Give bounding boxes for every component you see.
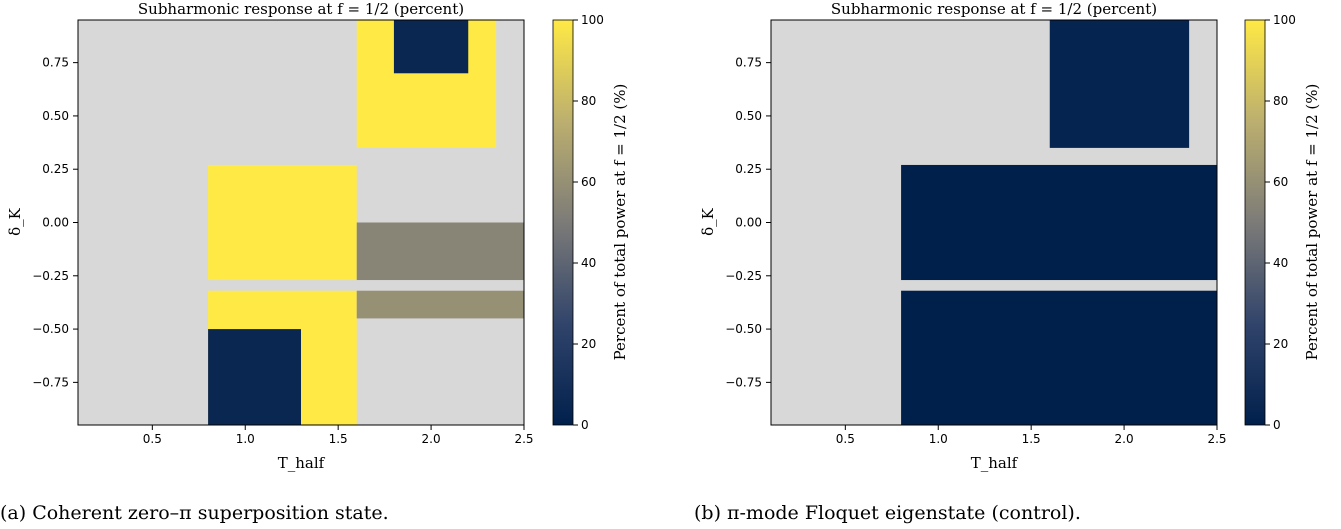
colorbar-tick-label: 20	[581, 337, 596, 351]
y-tick-label: −0.50	[32, 322, 69, 336]
panel-b-heatmap	[771, 20, 1217, 425]
heatmap-region	[356, 222, 524, 281]
colorbar-tick-label: 40	[581, 256, 596, 270]
panel-a-caption: (a) Coherent zero–π superposition state.	[0, 502, 389, 524]
x-tick-label: 1.0	[236, 432, 255, 446]
y-tick-label: 0.00	[735, 216, 762, 230]
panel-a: Subharmonic response at f = 1/2 (percent…	[0, 0, 629, 524]
y-tick-label: 0.75	[735, 56, 762, 70]
panel-a-axes: 0.5 1.0 1.5 2.0 2.5 0.75 0.50 0.25 0.00 −0.25 −0.5…	[32, 56, 533, 446]
panel-a-xlabel: T_half	[278, 454, 326, 472]
panel-a-colorbar	[552, 19, 574, 426]
colorbar-tick-label: 80	[1273, 94, 1288, 108]
panel-b-colorbar	[1244, 19, 1266, 426]
panel-b-colorbar-label: Percent of total power at f = 1/2 (%)	[1303, 84, 1321, 361]
x-tick-label: 0.5	[836, 432, 855, 446]
colorbar-tick-label: 20	[1273, 337, 1288, 351]
heatmap-region	[208, 164, 357, 281]
y-tick-label: 0.25	[735, 162, 762, 176]
colorbar-tick-label: 0	[1273, 418, 1281, 432]
colorbar-tick-label: 100	[581, 13, 604, 27]
x-tick-label: 2.0	[1115, 432, 1134, 446]
x-tick-label: 2.5	[1207, 432, 1226, 446]
y-tick-label: −0.75	[725, 375, 762, 389]
panel-b: Subharmonic response at f = 1/2 (percent…	[694, 0, 1321, 524]
colorbar-tick-label: 80	[581, 94, 596, 108]
x-tick-label: 2.5	[514, 432, 533, 446]
panel-a-title: Subharmonic response at f = 1/2 (percent…	[138, 0, 464, 18]
colorbar-tick-label: 60	[1273, 175, 1288, 189]
colorbar-tick-label: 100	[1273, 13, 1296, 27]
colorbar-tick-label: 40	[1273, 256, 1288, 270]
panel-b-ylabel: δ_K	[699, 207, 717, 236]
heatmap-region	[901, 164, 1217, 281]
panel-a-ylabel: δ_K	[6, 207, 24, 236]
y-tick-label: 0.75	[42, 56, 69, 70]
colorbar-tick-label: 60	[581, 175, 596, 189]
heatmap-region	[393, 20, 469, 74]
panel-b-colorbar-ticks: 0 20 40 60 80 100	[1265, 13, 1296, 432]
heatmap-region	[208, 329, 301, 425]
heatmap-region	[356, 290, 524, 319]
y-tick-label: −0.25	[725, 269, 762, 283]
y-tick-label: −0.25	[32, 269, 69, 283]
x-tick-label: 0.5	[143, 432, 162, 446]
y-tick-label: −0.50	[725, 322, 762, 336]
panel-b-xlabel: T_half	[971, 454, 1019, 472]
panel-a-colorbar-ticks: 0 20 40 60 80 100	[573, 13, 604, 432]
y-tick-label: 0.50	[42, 109, 69, 123]
heatmap-region	[1049, 20, 1190, 148]
heatmap-region	[901, 290, 1217, 425]
y-tick-label: 0.50	[735, 109, 762, 123]
panel-b-title: Subharmonic response at f = 1/2 (percent…	[831, 0, 1157, 18]
colorbar-tick-label: 0	[581, 418, 589, 432]
panel-b-axes: 0.5 1.0 1.5 2.0 2.5 0.75 0.50 0.25 0.00 −0.25 −0.5…	[725, 56, 1226, 446]
y-tick-label: −0.75	[32, 375, 69, 389]
y-tick-label: 0.00	[42, 216, 69, 230]
x-tick-label: 1.0	[929, 432, 948, 446]
x-tick-label: 2.0	[422, 432, 441, 446]
x-tick-label: 1.5	[1022, 432, 1041, 446]
panel-b-caption: (b) π-mode Floquet eigenstate (control).	[694, 502, 1081, 524]
x-tick-label: 1.5	[329, 432, 348, 446]
panel-a-colorbar-label: Percent of total power at f = 1/2 (%)	[611, 84, 629, 361]
y-tick-label: 0.25	[42, 162, 69, 176]
panel-a-heatmap	[78, 20, 524, 425]
